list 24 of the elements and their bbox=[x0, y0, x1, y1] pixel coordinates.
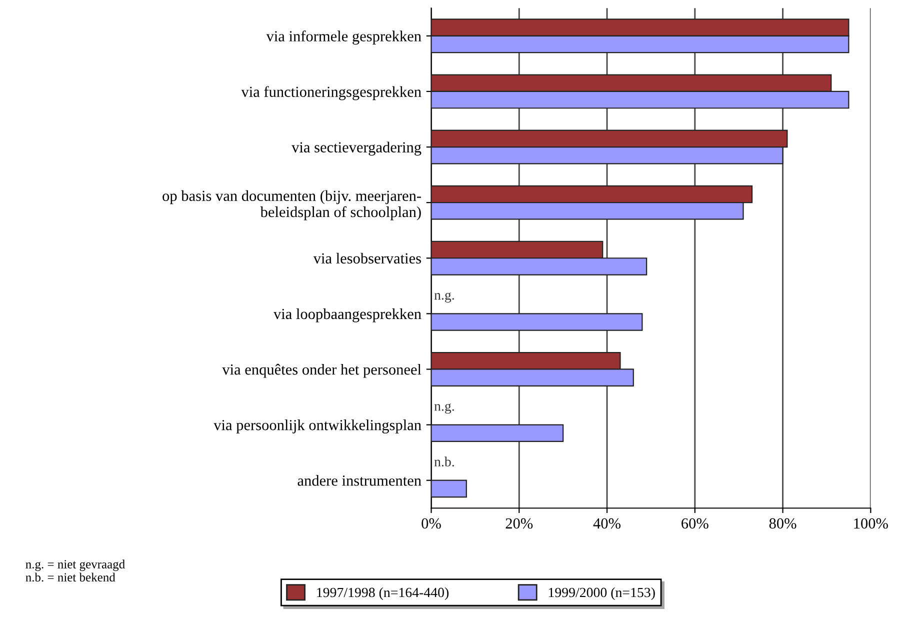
text: n.g. = niet gevraagd n.b. = niet bekend bbox=[26, 560, 125, 582]
x-tick-label: 60% bbox=[682, 518, 708, 529]
y-tick-label: via enquêtes onder het personeel bbox=[222, 364, 422, 378]
bar bbox=[431, 313, 643, 331]
y-tick-label: via lesobservaties bbox=[313, 252, 421, 264]
annotation: n.b. bbox=[434, 456, 454, 466]
y-tick-label: via informele gesprekken bbox=[266, 30, 422, 45]
y-tick-label: via loopbaangesprekken bbox=[273, 308, 422, 322]
bar bbox=[431, 480, 467, 498]
y-tick-label: via functioneringsgesprekken bbox=[241, 86, 422, 100]
x-tick-label: 20% bbox=[506, 518, 533, 529]
annotation: n.g. bbox=[434, 404, 454, 414]
y-tick-label: via persoonlijk ontwikkelingsplan bbox=[214, 419, 422, 434]
x-tick-label: 80% bbox=[769, 518, 796, 529]
annotation: n.g. bbox=[434, 292, 454, 303]
x-tick-label: 100% bbox=[854, 518, 888, 529]
y-tick-label: andere instrumenten bbox=[298, 475, 422, 486]
legend-label: 1997/1998 (n=164-440) bbox=[317, 587, 449, 600]
x-tick-label: 40% bbox=[593, 518, 620, 529]
y-tick-label: op basis van documenten (bijv. meerjaren- beleidsplan of schoolplan) bbox=[162, 190, 421, 220]
legend-label: 1999/2000 (n=153) bbox=[548, 587, 655, 600]
x-tick-label: 0% bbox=[422, 518, 441, 529]
y-tick-label: via sectievergadering bbox=[292, 142, 422, 156]
bar bbox=[431, 424, 564, 442]
